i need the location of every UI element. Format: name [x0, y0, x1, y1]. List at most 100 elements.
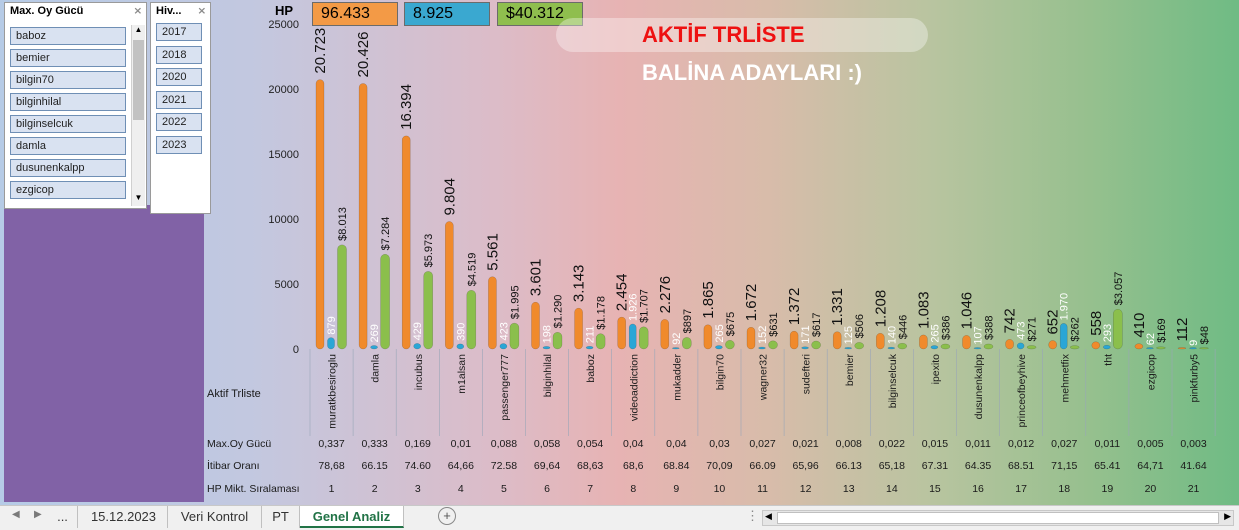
- sheet-tab-bar: ◀ ▶ ... 15.12.2023 Veri Kontrol PT Genel Ana…: [0, 505, 1239, 530]
- bar: [1113, 309, 1123, 350]
- horizontal-scrollbar[interactable]: ◀ ▶: [762, 510, 1234, 526]
- x-axis-title: Aktif Trliste: [207, 388, 261, 400]
- data-label: $48: [1199, 326, 1211, 344]
- slicer-item[interactable]: dusunenkalpp: [10, 159, 126, 177]
- table-cell: 19: [1102, 483, 1114, 495]
- table-cell: 7: [587, 483, 593, 495]
- sheet-tab[interactable]: 15.12.2023: [80, 506, 168, 528]
- data-label: $1.995: [509, 285, 521, 319]
- bar: [1005, 339, 1014, 350]
- add-sheet-icon[interactable]: +: [438, 507, 456, 525]
- data-label: $5.973: [423, 234, 435, 268]
- category-label: m1alsan: [456, 354, 468, 394]
- slicer-item[interactable]: ezgicop: [10, 181, 126, 199]
- bar: [542, 346, 551, 350]
- category-label: bilginselcuk: [887, 353, 899, 408]
- table-cell: 10: [714, 483, 726, 495]
- bar: [466, 290, 477, 350]
- sheet-tab[interactable]: ...: [48, 506, 78, 528]
- y-tick-label: 15000: [268, 149, 299, 161]
- scroll-down-icon[interactable]: ▼: [134, 193, 143, 202]
- data-label: $506: [854, 314, 866, 338]
- scroll-thumb[interactable]: [777, 512, 1219, 524]
- category-label: passenger777: [499, 354, 511, 421]
- slicer-title: Hiv...: [156, 5, 182, 17]
- slicer-item[interactable]: bilginhilal: [10, 93, 126, 111]
- data-label: 652: [1045, 309, 1062, 334]
- y-tick-label: 0: [293, 344, 299, 356]
- table-cell: 68,6: [623, 460, 644, 472]
- table-cell: 0,008: [836, 438, 862, 450]
- table-cell: 0,04: [666, 438, 687, 450]
- table-cell: 18: [1058, 483, 1070, 495]
- category-label: wagner32: [758, 354, 770, 401]
- data-label: 293: [1102, 324, 1114, 342]
- prev-sheet-icon[interactable]: ◀: [12, 509, 20, 520]
- bar: [585, 346, 594, 350]
- bar: [370, 345, 378, 350]
- table-cell: 0,012: [1008, 438, 1034, 450]
- table-cell: 0,333: [362, 438, 388, 450]
- scroll-left-icon[interactable]: ◀: [765, 511, 772, 521]
- data-label: 265: [929, 324, 941, 342]
- data-label: $897: [682, 309, 694, 333]
- scrollbar[interactable]: ▲ ▼: [131, 25, 145, 206]
- table-cell: 0,058: [534, 438, 560, 450]
- table-cell: 1: [329, 483, 335, 495]
- slicer-item[interactable]: 2017: [156, 23, 202, 41]
- bar: [715, 345, 723, 350]
- sheet-tab[interactable]: PT: [262, 506, 300, 528]
- slicer-item[interactable]: 2021: [156, 90, 202, 109]
- data-label: 1.672: [743, 284, 760, 322]
- table-cell: 2: [372, 483, 378, 495]
- table-cell: 0,169: [405, 438, 431, 450]
- bar: [488, 276, 497, 350]
- bar: [897, 342, 908, 350]
- scroll-thumb[interactable]: [133, 40, 144, 120]
- slicer-item[interactable]: 2020: [156, 68, 202, 86]
- slicer-item[interactable]: bilginselcuk: [10, 115, 126, 133]
- slicer-max-oy-gucu[interactable]: Max. Oy Gücü ⨯ baboz bemier bilgin70 bilgin…: [4, 2, 147, 209]
- bar: [1103, 344, 1111, 350]
- scroll-up-icon[interactable]: ▲: [134, 25, 143, 34]
- sheet-tab[interactable]: Veri Kontrol: [168, 506, 262, 528]
- next-sheet-icon[interactable]: ▶: [34, 509, 42, 520]
- data-label: $631: [768, 312, 780, 336]
- bar: [973, 347, 982, 350]
- hp-value-box: 96.433: [312, 2, 398, 26]
- bar: [801, 346, 809, 350]
- sheet-tab[interactable]: Genel Analiz: [300, 506, 404, 528]
- table-cell: 17: [1015, 483, 1027, 495]
- slicer-item[interactable]: bemier: [10, 49, 126, 67]
- money-value-box: $40.312: [497, 2, 583, 26]
- slicer-year[interactable]: Hiv... ⨯ 2017 2018 2020 2021 2022 2023: [150, 2, 211, 214]
- data-label: 1.083: [915, 291, 932, 329]
- category-label: tht: [1102, 354, 1114, 366]
- slicer-item[interactable]: 2023: [156, 135, 202, 154]
- scroll-right-icon[interactable]: ▶: [1224, 511, 1231, 521]
- clear-filter-icon[interactable]: ⨯: [197, 6, 206, 17]
- table-cell: 68.84: [663, 460, 689, 472]
- clear-filter-icon[interactable]: ⨯: [133, 6, 142, 17]
- data-label: 390: [455, 323, 467, 341]
- options-icon[interactable]: ⋮: [746, 508, 759, 523]
- slicer-item[interactable]: 2022: [156, 113, 202, 131]
- data-label: $3.057: [1113, 272, 1125, 306]
- slicer-item[interactable]: baboz: [10, 27, 126, 45]
- bar: [660, 319, 670, 350]
- slicer-item[interactable]: damla: [10, 137, 126, 155]
- category-label: videoaddiction: [628, 354, 640, 421]
- data-label: 265: [714, 324, 726, 342]
- slicer-item[interactable]: bilgin70: [10, 71, 126, 89]
- title-line-1: AKTİF TRLİSTE: [642, 22, 805, 47]
- slicer-item[interactable]: 2018: [156, 45, 202, 64]
- table-cell: 8: [630, 483, 636, 495]
- table-row-label: Max.Oy Gücü: [207, 438, 271, 450]
- data-label: 1.970: [1059, 293, 1071, 321]
- bar: [327, 337, 335, 350]
- bar: [499, 343, 508, 350]
- table-cell: 11: [757, 483, 768, 495]
- table-cell: 0,088: [491, 438, 517, 450]
- bar: [1134, 343, 1144, 350]
- bar: [746, 327, 756, 350]
